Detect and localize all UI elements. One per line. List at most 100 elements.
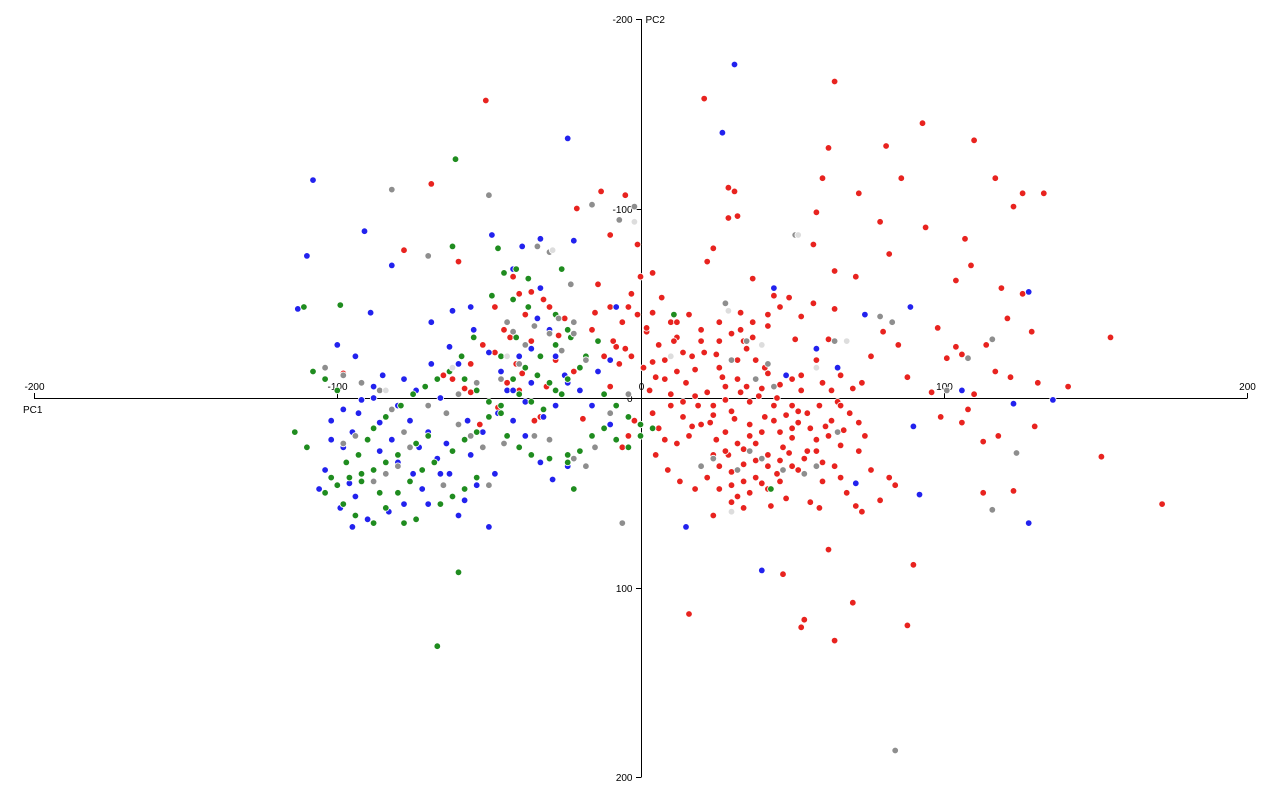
scatter-point[interactable] xyxy=(1097,453,1106,461)
scatter-point[interactable] xyxy=(348,523,357,531)
scatter-point[interactable] xyxy=(812,447,821,455)
scatter-point[interactable] xyxy=(533,371,542,379)
scatter-point[interactable] xyxy=(333,341,341,349)
scatter-point[interactable] xyxy=(727,329,736,338)
scatter-point[interactable] xyxy=(488,292,496,300)
scatter-point[interactable] xyxy=(846,409,854,417)
scatter-point[interactable] xyxy=(376,489,384,497)
scatter-point[interactable] xyxy=(752,456,760,465)
scatter-point[interactable] xyxy=(460,384,469,393)
scatter-point[interactable] xyxy=(536,458,545,467)
scatter-point[interactable] xyxy=(624,413,633,421)
scatter-point[interactable] xyxy=(836,441,845,450)
scatter-point[interactable] xyxy=(782,494,790,503)
scatter-point[interactable] xyxy=(503,379,511,387)
scatter-point[interactable] xyxy=(694,401,702,410)
scatter-point[interactable] xyxy=(621,191,629,199)
scatter-point[interactable] xyxy=(812,356,821,364)
scatter-point[interactable] xyxy=(527,337,535,345)
scatter-point[interactable] xyxy=(460,436,469,444)
scatter-point[interactable] xyxy=(876,218,884,226)
scatter-point[interactable] xyxy=(979,437,987,446)
scatter-point[interactable] xyxy=(800,454,808,463)
scatter-point[interactable] xyxy=(433,642,441,650)
scatter-point[interactable] xyxy=(733,212,742,220)
scatter-point[interactable] xyxy=(1027,328,1036,336)
scatter-point[interactable] xyxy=(812,436,821,444)
scatter-point[interactable] xyxy=(812,345,821,353)
scatter-point[interactable] xyxy=(736,309,745,317)
scatter-point[interactable] xyxy=(594,367,602,376)
scatter-point[interactable] xyxy=(418,485,426,493)
scatter-point[interactable] xyxy=(785,449,793,457)
scatter-point[interactable] xyxy=(915,490,924,499)
scatter-point[interactable] xyxy=(527,288,535,296)
scatter-point[interactable] xyxy=(736,326,745,334)
scatter-point[interactable] xyxy=(524,303,532,311)
scatter-point[interactable] xyxy=(470,326,478,334)
scatter-point[interactable] xyxy=(703,257,711,266)
scatter-point[interactable] xyxy=(794,407,802,415)
scatter-point[interactable] xyxy=(473,481,481,489)
scatter-point[interactable] xyxy=(588,326,596,334)
scatter-point[interactable] xyxy=(818,458,827,467)
scatter-point[interactable] xyxy=(761,413,769,421)
scatter-point[interactable] xyxy=(600,390,608,398)
scatter-point[interactable] xyxy=(952,343,960,351)
scatter-point[interactable] xyxy=(633,310,642,319)
scatter-point[interactable] xyxy=(351,352,360,360)
scatter-point[interactable] xyxy=(1018,290,1027,298)
scatter-point[interactable] xyxy=(454,420,463,429)
scatter-point[interactable] xyxy=(427,318,435,326)
scatter-point[interactable] xyxy=(351,492,360,501)
scatter-point[interactable] xyxy=(733,439,742,448)
scatter-point[interactable] xyxy=(852,273,860,281)
scatter-point[interactable] xyxy=(448,307,457,315)
scatter-point[interactable] xyxy=(779,443,787,451)
scatter-point[interactable] xyxy=(758,341,766,349)
scatter-point[interactable] xyxy=(564,451,572,459)
scatter-point[interactable] xyxy=(758,479,766,487)
scatter-point[interactable] xyxy=(746,432,754,440)
scatter-point[interactable] xyxy=(642,324,651,332)
scatter-point[interactable] xyxy=(539,295,548,304)
scatter-point[interactable] xyxy=(891,481,899,489)
scatter-point[interactable] xyxy=(755,392,763,400)
scatter-point[interactable] xyxy=(482,96,490,105)
scatter-point[interactable] xyxy=(988,335,996,343)
scatter-point[interactable] xyxy=(630,417,639,425)
scatter-point[interactable] xyxy=(788,401,796,410)
scatter-point[interactable] xyxy=(764,451,772,459)
scatter-point[interactable] xyxy=(897,174,905,182)
scatter-point[interactable] xyxy=(570,318,578,326)
scatter-point[interactable] xyxy=(991,367,999,376)
scatter-point[interactable] xyxy=(752,439,760,448)
scatter-point[interactable] xyxy=(545,454,554,463)
scatter-point[interactable] xyxy=(291,428,299,436)
scatter-point[interactable] xyxy=(773,470,781,478)
scatter-point[interactable] xyxy=(715,364,723,372)
scatter-point[interactable] xyxy=(739,504,748,512)
scatter-point[interactable] xyxy=(363,515,372,523)
scatter-point[interactable] xyxy=(721,299,730,307)
scatter-point[interactable] xyxy=(776,381,784,389)
scatter-point[interactable] xyxy=(509,386,517,395)
scatter-point[interactable] xyxy=(551,386,560,395)
scatter-point[interactable] xyxy=(667,390,675,398)
scatter-point[interactable] xyxy=(582,462,590,470)
scatter-point[interactable] xyxy=(369,394,378,402)
scatter-point[interactable] xyxy=(824,335,833,343)
scatter-point[interactable] xyxy=(479,443,487,451)
scatter-point[interactable] xyxy=(652,373,660,381)
scatter-point[interactable] xyxy=(476,420,484,429)
scatter-point[interactable] xyxy=(876,312,884,321)
scatter-point[interactable] xyxy=(424,252,432,260)
scatter-point[interactable] xyxy=(770,292,778,300)
scatter-point[interactable] xyxy=(730,60,739,69)
scatter-point[interactable] xyxy=(454,568,463,576)
scatter-point[interactable] xyxy=(648,309,657,317)
scatter-point[interactable] xyxy=(570,329,578,338)
scatter-point[interactable] xyxy=(943,386,951,395)
scatter-point[interactable] xyxy=(454,390,463,398)
scatter-point[interactable] xyxy=(855,418,863,427)
